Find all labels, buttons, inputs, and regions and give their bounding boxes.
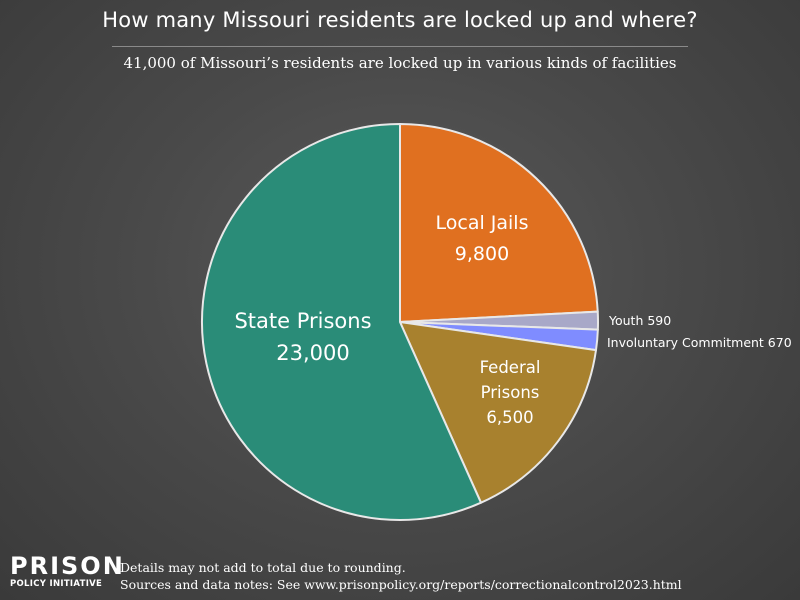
footnotes: Details may not add to total due to roun… [120,559,682,593]
slice-label-line: 6,500 [486,408,533,427]
slice-label-line: Local Jails [436,212,529,234]
slice-label-line: 9,800 [455,243,509,265]
slice-label-state-prisons: State Prisons 23,000 [234,309,371,365]
rounding-note: Details may not add to total due to roun… [120,560,406,575]
title-divider [112,46,688,47]
slice-label-involuntary-commitment: Involuntary Commitment 670 [607,335,792,350]
chart-subtitle: 41,000 of Missouri’s residents are locke… [123,54,677,72]
prison-policy-initiative-logo: PRISON POLICY INITIATIVE [10,552,125,589]
logo-wordmark: PRISON [10,552,125,580]
slice-label-line: Prisons [481,383,540,402]
slice-label-line: 23,000 [276,341,349,365]
pie-slice-state-prisons [201,123,482,521]
chart-title: How many Missouri residents are locked u… [102,8,698,32]
pie-slice-local-jails [399,123,599,323]
pie-slice-federal-prisons [399,321,597,504]
slice-label-federal-prisons: Federal Prisons 6,500 [480,358,541,427]
sources-note: Sources and data notes: See www.prisonpo… [120,577,682,592]
slice-label-line: State Prisons [234,309,371,333]
slice-label-line: Federal [480,358,541,377]
slice-label-youth: Youth 590 [608,313,671,328]
logo-tagline: POLICY INITIATIVE [10,579,103,589]
slice-label-local-jails: Local Jails 9,800 [436,212,529,265]
